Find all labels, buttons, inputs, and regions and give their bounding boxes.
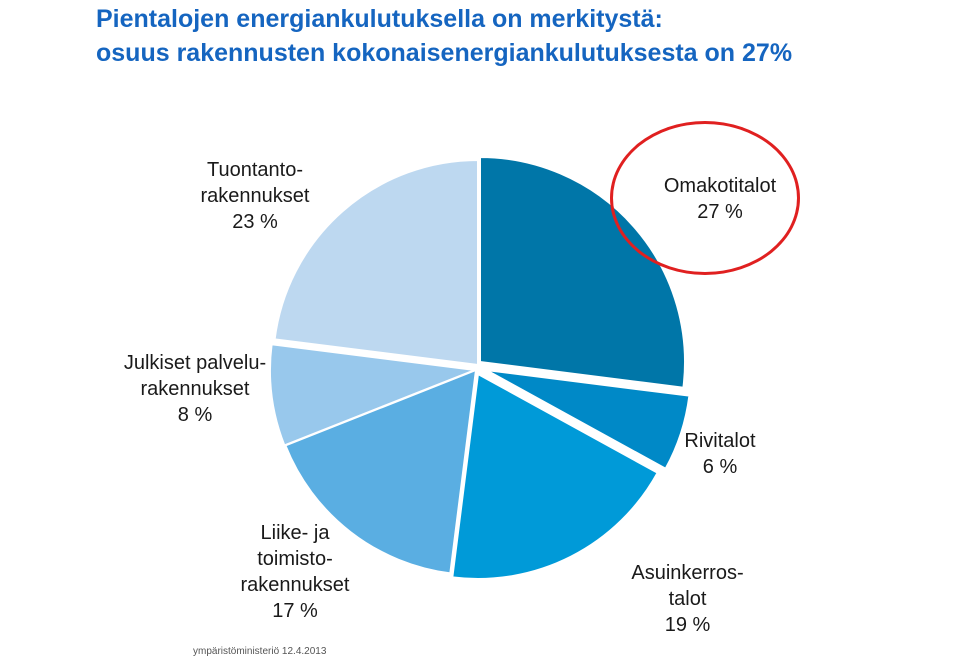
slice-label-line: 17 %	[272, 600, 318, 622]
pie-slice-tuontantorakennukset	[273, 158, 479, 367]
slice-label-line: toimisto-	[257, 548, 333, 570]
pie-slice-julkiset-palvelurakennukset	[269, 343, 476, 447]
pie-slice-asuinkerrostalot	[451, 372, 660, 580]
chart-title: Pientalojen energiankulutuksella on merk…	[96, 2, 792, 70]
slice-label-line: 6 %	[702, 456, 738, 478]
slice-label-line: Asuinkerros-	[631, 562, 744, 584]
slice-label-line: Liike- ja	[260, 522, 330, 544]
title-line-1: Pientalojen energiankulutuksella on merk…	[96, 5, 663, 33]
slice-label-line: Julkiset palvelu-	[123, 352, 267, 374]
title-line-2: osuus rakennusten kokonaisenergiankulutu…	[96, 39, 793, 67]
slice-label-line: rakennukset	[140, 378, 250, 400]
slice-label-line: 23 %	[232, 211, 278, 233]
highlight-circle	[610, 121, 800, 275]
pie-slice-rivitalot	[485, 369, 691, 471]
slice-label-line: rakennukset	[240, 574, 350, 596]
source-footer: ympäristöministeriö 12.4.2013	[193, 646, 327, 657]
slice-label-line: rakennukset	[200, 185, 310, 207]
slice-label-rivitalot: Rivitalot 6 %	[650, 428, 790, 480]
slice-label-line: Tuontanto-	[207, 159, 303, 181]
slice-label-line: talot	[668, 588, 707, 610]
slice-label-line: 19 %	[664, 614, 711, 636]
slice-label-julkiset-palvelurakennukset: Julkiset palvelu-rakennukset 8 %	[95, 350, 295, 428]
pie-slice-liike-ja-toimistorakennukset	[284, 368, 478, 575]
slice-label-liike-ja-toimistorakennukset: Liike- ja toimisto-rakennukset 17 %	[215, 520, 375, 624]
slice-label-line: Rivitalot	[684, 430, 756, 452]
slice-label-asuinkerrostalot: Asuinkerros-talot 19 %	[610, 560, 765, 638]
slice-label-tuontantorakennukset: Tuontanto-rakennukset 23 %	[180, 157, 330, 235]
slice-label-line: 8 %	[177, 404, 213, 426]
